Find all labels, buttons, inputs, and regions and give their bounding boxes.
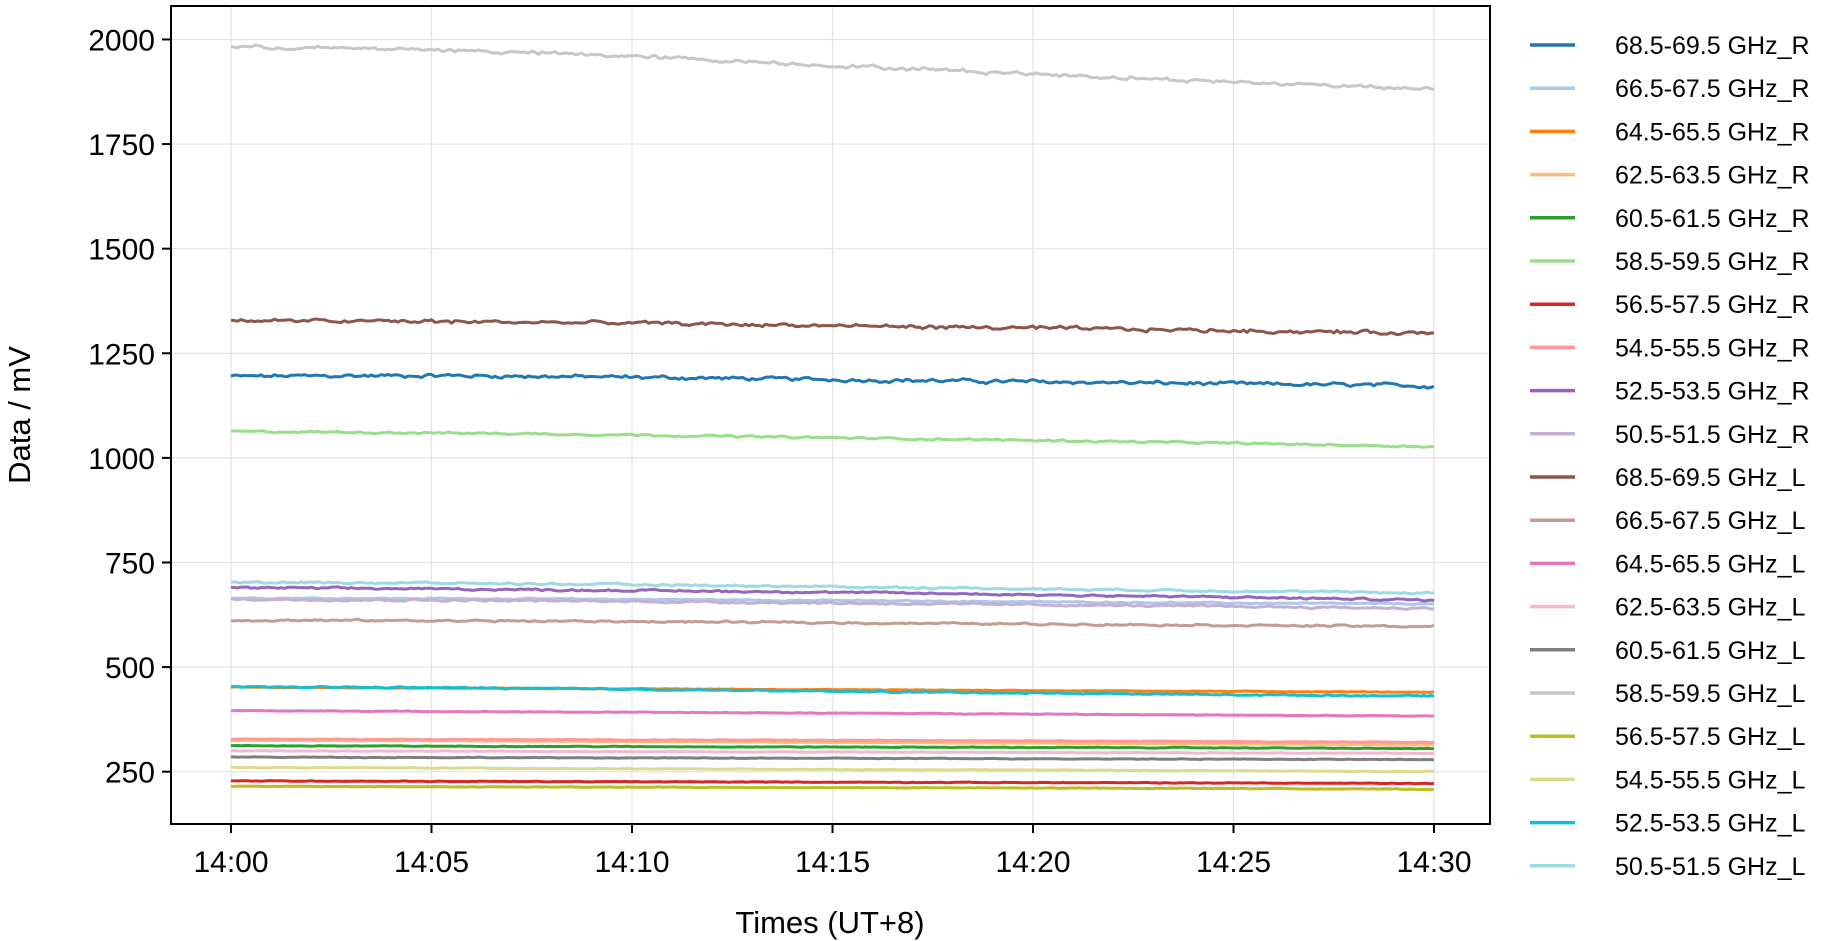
x-axis: 14:00 14:05 14:10 14:15 14:20 14:25 14:30 (193, 824, 1472, 879)
x-tick-label: 14:20 (995, 846, 1070, 879)
grid-lines (171, 6, 1490, 824)
legend-label: 62.5-63.5 GHz_L (1615, 594, 1805, 622)
legend-label: 64.5-65.5 GHz_L (1615, 550, 1805, 578)
y-tick-label: 250 (105, 757, 155, 790)
y-tick-label: 1500 (88, 234, 155, 267)
series-line (231, 779, 1435, 786)
legend-label: 50.5-51.5 GHz_L (1615, 853, 1805, 881)
x-tick-label: 14:05 (394, 846, 469, 879)
series-line (230, 743, 1435, 751)
legend-label: 54.5-55.5 GHz_L (1615, 766, 1805, 794)
x-tick-label: 14:10 (594, 846, 669, 879)
y-axis-title: Data / mV (2, 346, 37, 484)
legend-label: 60.5-61.5 GHz_L (1615, 637, 1805, 665)
y-tick-label: 1000 (88, 443, 155, 476)
legend-label: 58.5-59.5 GHz_R (1615, 248, 1810, 276)
x-tick-label: 14:30 (1396, 846, 1471, 879)
series-line (230, 708, 1435, 718)
series-line (230, 784, 1435, 792)
series-line (230, 617, 1435, 629)
legend-label: 64.5-65.5 GHz_R (1615, 118, 1810, 146)
series-line (230, 580, 1435, 596)
legend-label: 56.5-57.5 GHz_R (1615, 291, 1810, 319)
y-tick-label: 2000 (88, 24, 155, 57)
y-tick-label: 1250 (88, 338, 155, 371)
series-line (230, 317, 1434, 337)
legend-label: 58.5-59.5 GHz_L (1615, 680, 1805, 708)
legend-label: 68.5-69.5 GHz_R (1615, 32, 1810, 60)
series-line (231, 596, 1435, 606)
x-axis-title: Times (UT+8) (735, 905, 924, 940)
series-line (230, 737, 1435, 745)
x-tick-label: 14:25 (1196, 846, 1271, 879)
x-tick-label: 14:00 (193, 846, 268, 879)
legend-label: 56.5-57.5 GHz_L (1615, 723, 1805, 751)
y-axis: 250 500 750 1000 1250 1500 1750 2000 (88, 24, 171, 790)
legend-label: 52.5-53.5 GHz_R (1615, 378, 1810, 406)
y-tick-label: 750 (105, 547, 155, 580)
series-line (230, 585, 1435, 603)
series-line (230, 684, 1435, 698)
series-line (230, 749, 1435, 756)
plot-frame (170, 5, 1491, 825)
legend-label: 54.5-55.5 GHz_R (1615, 334, 1810, 362)
legend-label: 66.5-67.5 GHz_L (1615, 507, 1805, 535)
series-lines (230, 43, 1435, 792)
legend-label: 62.5-63.5 GHz_R (1615, 162, 1810, 190)
series-line (230, 43, 1435, 91)
series-line (231, 755, 1435, 762)
y-tick-label: 500 (105, 652, 155, 685)
legend-label: 52.5-53.5 GHz_L (1615, 810, 1805, 838)
legend-label: 50.5-51.5 GHz_R (1615, 421, 1810, 449)
series-line (230, 597, 1435, 611)
legend: 68.5-69.5 GHz_R 66.5-67.5 GHz_R 64.5-65.5 … (1530, 32, 1810, 881)
legend-label: 66.5-67.5 GHz_R (1615, 75, 1810, 103)
x-tick-label: 14:15 (795, 846, 870, 879)
series-line (230, 765, 1435, 774)
legend-label: 60.5-61.5 GHz_R (1615, 205, 1810, 233)
series-line (230, 372, 1435, 390)
y-tick-label: 1750 (88, 129, 155, 162)
legend-label: 68.5-69.5 GHz_L (1615, 464, 1805, 492)
series-line (231, 429, 1435, 449)
